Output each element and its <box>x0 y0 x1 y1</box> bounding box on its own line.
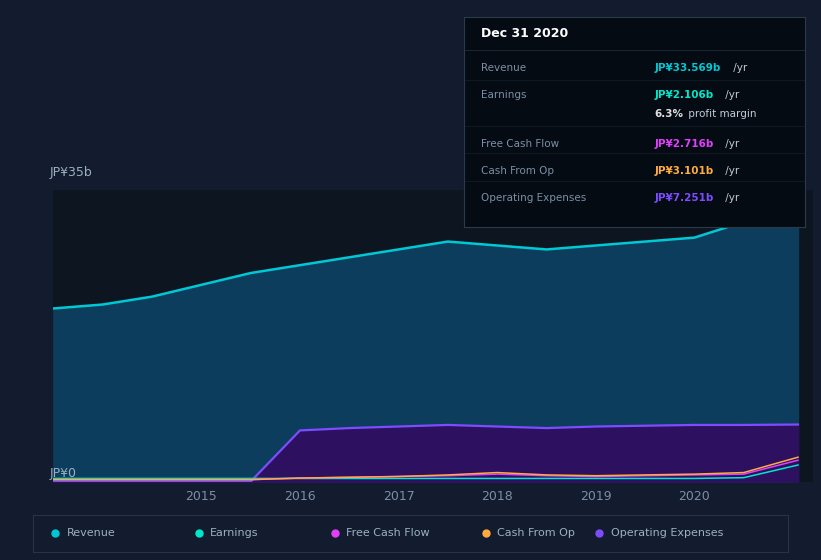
Text: Cash From Op: Cash From Op <box>481 166 554 176</box>
Text: JP¥2.716b: JP¥2.716b <box>654 139 714 148</box>
Text: profit margin: profit margin <box>685 109 756 119</box>
Text: Operating Expenses: Operating Expenses <box>481 193 586 203</box>
Text: JP¥0: JP¥0 <box>49 467 76 480</box>
Text: JP¥33.569b: JP¥33.569b <box>654 63 721 73</box>
Text: JP¥3.101b: JP¥3.101b <box>654 166 714 176</box>
Text: JP¥2.106b: JP¥2.106b <box>654 90 714 100</box>
Text: Revenue: Revenue <box>67 529 116 538</box>
Text: /yr: /yr <box>722 139 740 148</box>
Text: /yr: /yr <box>722 166 740 176</box>
Text: Dec 31 2020: Dec 31 2020 <box>481 27 568 40</box>
Text: Revenue: Revenue <box>481 63 526 73</box>
Text: 6.3%: 6.3% <box>654 109 684 119</box>
Text: /yr: /yr <box>722 90 740 100</box>
Text: /yr: /yr <box>722 193 740 203</box>
Text: Cash From Op: Cash From Op <box>498 529 576 538</box>
Text: /yr: /yr <box>730 63 747 73</box>
Text: Earnings: Earnings <box>481 90 526 100</box>
Text: Free Cash Flow: Free Cash Flow <box>346 529 430 538</box>
Text: JP¥7.251b: JP¥7.251b <box>654 193 714 203</box>
Text: Earnings: Earnings <box>210 529 259 538</box>
Text: Operating Expenses: Operating Expenses <box>611 529 723 538</box>
Text: JP¥35b: JP¥35b <box>49 166 92 179</box>
Text: Free Cash Flow: Free Cash Flow <box>481 139 559 148</box>
